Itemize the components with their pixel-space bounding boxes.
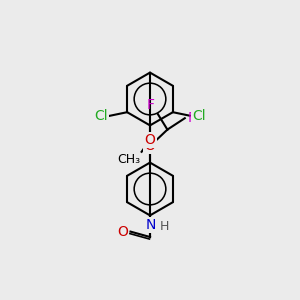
Text: Cl: Cl (94, 109, 108, 123)
Text: O: O (145, 133, 155, 147)
Text: F: F (147, 98, 155, 112)
Text: H: H (160, 220, 169, 233)
Text: O: O (145, 139, 155, 153)
Text: N: N (146, 218, 156, 232)
Text: O: O (117, 225, 128, 238)
Text: F: F (188, 111, 196, 125)
Text: Cl: Cl (192, 109, 206, 123)
Text: CH₃: CH₃ (117, 153, 140, 166)
